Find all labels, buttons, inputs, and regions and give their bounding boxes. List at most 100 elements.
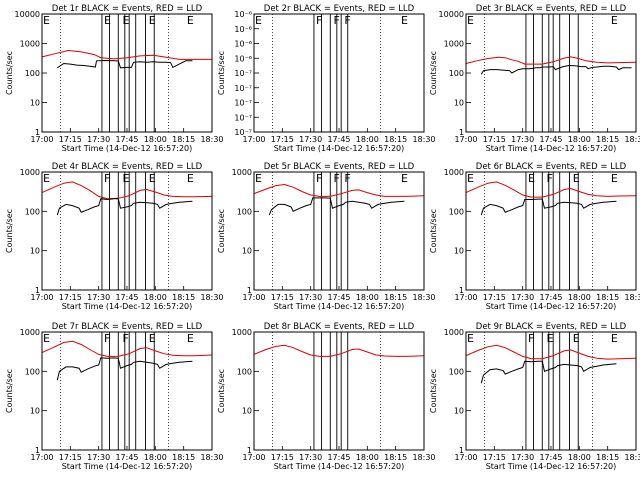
plot-frame: [465, 331, 637, 451]
flag-label: E: [611, 14, 618, 27]
x-tick-label: 18:15: [384, 135, 407, 144]
y-tick-label: 1000: [444, 40, 464, 49]
x-tick-label: 17:45: [115, 135, 138, 144]
flag-label: E: [43, 172, 50, 185]
x-tick-label: 18:00: [356, 135, 379, 144]
x-axis-label: Start Time (14-Dec-12 16:57:20): [274, 462, 405, 471]
y-tick-label: 10: [242, 247, 252, 256]
flag-label: E: [43, 14, 50, 27]
series-lld-red: [41, 340, 213, 357]
det-panel-5: Det 5r BLACK = Events, RED = LLD 1 10 100 10…: [217, 162, 436, 311]
flag-label: F: [528, 332, 534, 345]
x-tick-label: 17:45: [115, 453, 138, 462]
x-tick-label: 17:15: [271, 453, 294, 462]
x-axis-label: Start Time (14-Dec-12 16:57:20): [486, 462, 617, 471]
y-tick-label: 100: [25, 207, 40, 216]
x-tick-label: 18:30: [624, 293, 640, 302]
x-tick-label: 18:15: [596, 453, 619, 462]
flag-label: E: [149, 172, 156, 185]
event-box: [569, 13, 579, 133]
x-tick-label: 18:30: [412, 453, 435, 462]
flag-label: F: [344, 14, 350, 27]
x-tick-label: 17:45: [539, 453, 562, 462]
x-tick-label: 18:15: [384, 293, 407, 302]
x-tick-label: 17:00: [454, 293, 477, 302]
event-box: [552, 13, 561, 133]
x-tick-label: 17:30: [87, 135, 110, 144]
y-tick-label: 10⁻⁷: [234, 113, 252, 122]
x-tick-label: 18:00: [568, 135, 591, 144]
x-tick-label: 17:45: [327, 135, 350, 144]
y-tick-label: 10⁻⁷: [234, 99, 252, 108]
x-tick-label: 18:00: [144, 293, 167, 302]
y-tick-label: 100: [449, 367, 464, 376]
event-box: [525, 171, 535, 291]
x-tick-label: 18:30: [412, 135, 435, 144]
event-box: [313, 171, 323, 291]
y-axis-label: Counts/sec: [429, 51, 438, 95]
series-events-black: [480, 360, 617, 384]
x-tick-label: 17:15: [59, 453, 82, 462]
det-panel-1: Det 1r BLACK = Events, RED = LLD 1 10 100 10…: [5, 4, 224, 153]
det-panel-4: Det 4r BLACK = Events, RED = LLD 1 10 100 10…: [5, 162, 224, 311]
x-axis-label: Start Time (14-Dec-12 16:57:20): [62, 144, 193, 153]
y-tick-label: 1000: [20, 328, 40, 337]
plot-frame: [253, 13, 425, 133]
flag-label: F: [104, 332, 110, 345]
x-tick-label: 17:00: [242, 135, 265, 144]
event-box: [340, 171, 349, 291]
x-tick-label: 17:30: [299, 135, 322, 144]
x-tick-label: 17:00: [454, 135, 477, 144]
x-tick-label: 17:30: [87, 453, 110, 462]
series-lld-red: [253, 183, 425, 197]
x-tick-label: 17:30: [511, 453, 534, 462]
panel-title: Det 4r BLACK = Events, RED = LLD: [52, 162, 203, 172]
series-lld-red: [41, 49, 212, 60]
x-tick-label: 18:30: [412, 293, 435, 302]
x-tick-label: 18:15: [172, 293, 195, 302]
x-tick-label: 17:15: [483, 135, 506, 144]
x-tick-label: 18:30: [200, 293, 223, 302]
x-tick-label: 17:15: [271, 293, 294, 302]
y-tick-label: 10: [30, 247, 40, 256]
y-tick-label: 10⁻⁷: [234, 69, 252, 78]
event-box: [128, 13, 137, 133]
x-tick-label: 18:15: [172, 135, 195, 144]
y-tick-label: 1: [247, 286, 252, 295]
event-box: [340, 13, 349, 133]
series-events-black: [56, 198, 193, 216]
x-tick-label: 17:30: [299, 293, 322, 302]
det-panel-7: Det 7r BLACK = Events, RED = LLD 1 10 100 10…: [5, 322, 224, 471]
x-axis-label: Start Time (14-Dec-12 16:57:20): [62, 462, 193, 471]
event-box: [541, 331, 550, 451]
event-box: [128, 331, 137, 451]
flag-label: E: [187, 14, 194, 27]
y-axis-label: Counts/sec: [217, 51, 226, 95]
x-tick-label: 18:15: [384, 453, 407, 462]
y-axis-label: Counts/sec: [5, 209, 14, 253]
flag-label: E: [611, 172, 618, 185]
x-tick-label: 18:30: [200, 453, 223, 462]
y-tick-label: 10: [454, 247, 464, 256]
x-tick-label: 17:15: [483, 453, 506, 462]
x-axis-label: Start Time (14-Dec-12 16:57:20): [62, 302, 193, 311]
event-box: [329, 331, 338, 451]
x-tick-label: 17:45: [539, 293, 562, 302]
flag-label: E: [547, 332, 554, 345]
series-events-black: [268, 197, 405, 216]
y-tick-label: 1000: [232, 168, 252, 177]
x-tick-label: 18:30: [624, 135, 640, 144]
event-box: [329, 171, 338, 291]
y-tick-label: 10: [454, 407, 464, 416]
event-box: [525, 331, 535, 451]
x-tick-label: 17:45: [327, 293, 350, 302]
y-tick-label: 100: [25, 367, 40, 376]
x-tick-label: 18:00: [356, 453, 379, 462]
x-axis-label: Start Time (14-Dec-12 16:57:20): [274, 302, 405, 311]
x-tick-label: 17:30: [511, 135, 534, 144]
y-tick-label: 1000: [444, 328, 464, 337]
series-events-black: [480, 198, 617, 216]
y-axis-label: Counts/sec: [429, 209, 438, 253]
y-tick-label: 10000: [15, 10, 40, 19]
flag-label: E: [104, 14, 111, 27]
